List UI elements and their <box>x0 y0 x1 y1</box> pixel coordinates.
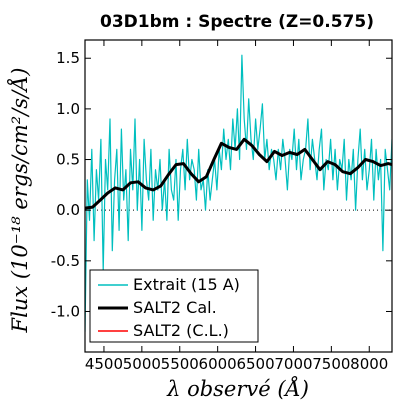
series-salt2-cal-line <box>85 137 392 210</box>
x-tick-label: 7500 <box>312 355 350 373</box>
chart-title: 03D1bm : Spectre (Z=0.575) <box>100 12 374 32</box>
series-extrait-line <box>85 54 392 332</box>
plot-frame <box>84 39 393 353</box>
legend-label-salt2-cl: SALT2 (C.L.) <box>133 321 229 340</box>
x-tick-label: 6500 <box>236 355 274 373</box>
y-tick-label: 0.5 <box>56 151 80 169</box>
x-tick-label: 5000 <box>123 355 161 373</box>
x-tick-label: 6000 <box>199 355 237 373</box>
x-tick-label: 7000 <box>274 355 312 373</box>
x-tick-label: 4500 <box>85 355 123 373</box>
x-axis-label: λ observé (Å) <box>166 376 309 400</box>
y-axis-label: Flux (10⁻¹⁸ ergs/cm²/s/Å) <box>7 68 32 334</box>
x-tick-label: 8000 <box>350 355 388 373</box>
y-tick-label: 1.5 <box>56 49 80 67</box>
legend-label-extrait: Extrait (15 A) <box>133 275 240 294</box>
x-axis-ticks: 4500 5000 5500 6000 6500 7000 7500 8000 <box>85 40 388 373</box>
legend-label-salt2-cal: SALT2 Cal. <box>133 298 217 317</box>
y-tick-label: 1.0 <box>56 100 80 118</box>
x-tick-label: 5500 <box>161 355 199 373</box>
y-tick-label: -0.5 <box>51 252 80 270</box>
plot-area <box>85 54 392 332</box>
legend-box <box>89 269 259 343</box>
y-tick-label: 0.0 <box>56 201 80 219</box>
legend: Extrait (15 A) SALT2 Cal. SALT2 (C.L.) <box>89 269 259 343</box>
y-tick-label: -1.0 <box>51 302 80 320</box>
y-axis-ticks: -1.0 -0.5 0.0 0.5 1.0 1.5 <box>51 49 392 320</box>
